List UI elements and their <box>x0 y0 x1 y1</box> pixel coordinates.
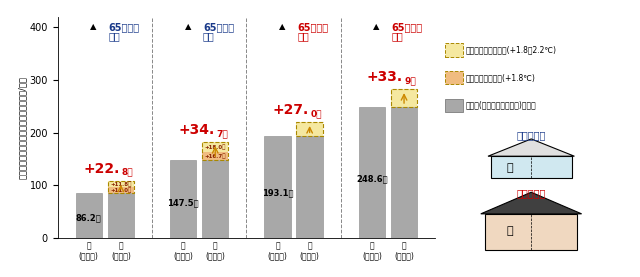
Bar <box>491 156 572 178</box>
Bar <box>391 107 417 238</box>
Text: 断熱改修後: 断熱改修後 <box>516 188 546 198</box>
Text: 65歳未満: 65歳未満 <box>109 22 140 32</box>
Bar <box>296 122 323 136</box>
Text: 居間平均室温上昇(+1.8℃): 居間平均室温上昇(+1.8℃) <box>466 73 536 82</box>
Polygon shape <box>481 192 582 214</box>
Text: +11.0分: +11.0分 <box>110 187 131 193</box>
Text: 女性: 女性 <box>392 31 404 41</box>
Text: +18.0分: +18.0分 <box>205 144 226 150</box>
Text: ▲: ▲ <box>90 22 97 31</box>
Bar <box>170 160 196 238</box>
Text: +11.8分: +11.8分 <box>110 181 132 187</box>
Text: +22.: +22. <box>84 162 120 176</box>
Bar <box>359 107 385 238</box>
Text: 7分: 7分 <box>216 129 228 138</box>
Bar <box>108 181 134 187</box>
Bar <box>296 122 323 136</box>
Text: +33.: +33. <box>367 70 403 84</box>
Bar <box>108 193 134 238</box>
Bar <box>76 193 102 238</box>
Bar <box>296 136 323 238</box>
Bar <box>264 136 291 238</box>
Text: 9分: 9分 <box>405 76 417 85</box>
Text: 断熱改修前: 断熱改修前 <box>516 130 546 140</box>
Polygon shape <box>488 139 575 156</box>
Text: 男性: 男性 <box>203 31 215 41</box>
Text: 147.5分: 147.5分 <box>167 199 199 208</box>
Bar <box>202 152 228 160</box>
Text: 65歳以上: 65歳以上 <box>203 22 234 32</box>
Text: +27.: +27. <box>273 103 308 117</box>
Text: 🚶: 🚶 <box>506 226 513 236</box>
Text: +16.7分: +16.7分 <box>205 153 226 159</box>
Bar <box>391 89 417 107</box>
Bar <box>108 181 134 193</box>
Text: ▲: ▲ <box>279 22 285 31</box>
Text: 193.1分: 193.1分 <box>262 188 293 197</box>
Bar <box>202 142 228 160</box>
Bar <box>108 187 134 193</box>
Text: 8分: 8分 <box>122 168 133 176</box>
Text: ▲: ▲ <box>184 22 191 31</box>
Text: 女性: 女性 <box>298 31 309 41</box>
Bar <box>391 89 417 107</box>
Text: ▲: ▲ <box>373 22 380 31</box>
Text: 0分: 0分 <box>310 109 322 118</box>
Text: 🚶: 🚶 <box>506 163 513 173</box>
Bar <box>202 160 228 238</box>
Text: 男性: 男性 <box>109 31 120 41</box>
Text: 248.6分: 248.6分 <box>356 175 388 184</box>
Text: 65歳未満: 65歳未満 <box>298 22 328 32</box>
Text: +34.: +34. <box>178 123 214 137</box>
Bar <box>485 214 577 250</box>
Text: 86.2分: 86.2分 <box>76 213 102 222</box>
Y-axis label: 住宅内の軽強度以上の平均活動時間【分/日】: 住宅内の軽強度以上の平均活動時間【分/日】 <box>17 76 27 179</box>
Text: 脱衣所最低室温上昇(+1.8〜2.2℃): 脱衣所最低室温上昇(+1.8〜2.2℃) <box>466 45 557 54</box>
Bar <box>202 142 228 152</box>
Text: 65歳以上: 65歳以上 <box>392 22 423 32</box>
Text: 改修前(ベースライン調査)平均値: 改修前(ベースライン調査)平均値 <box>466 101 537 110</box>
